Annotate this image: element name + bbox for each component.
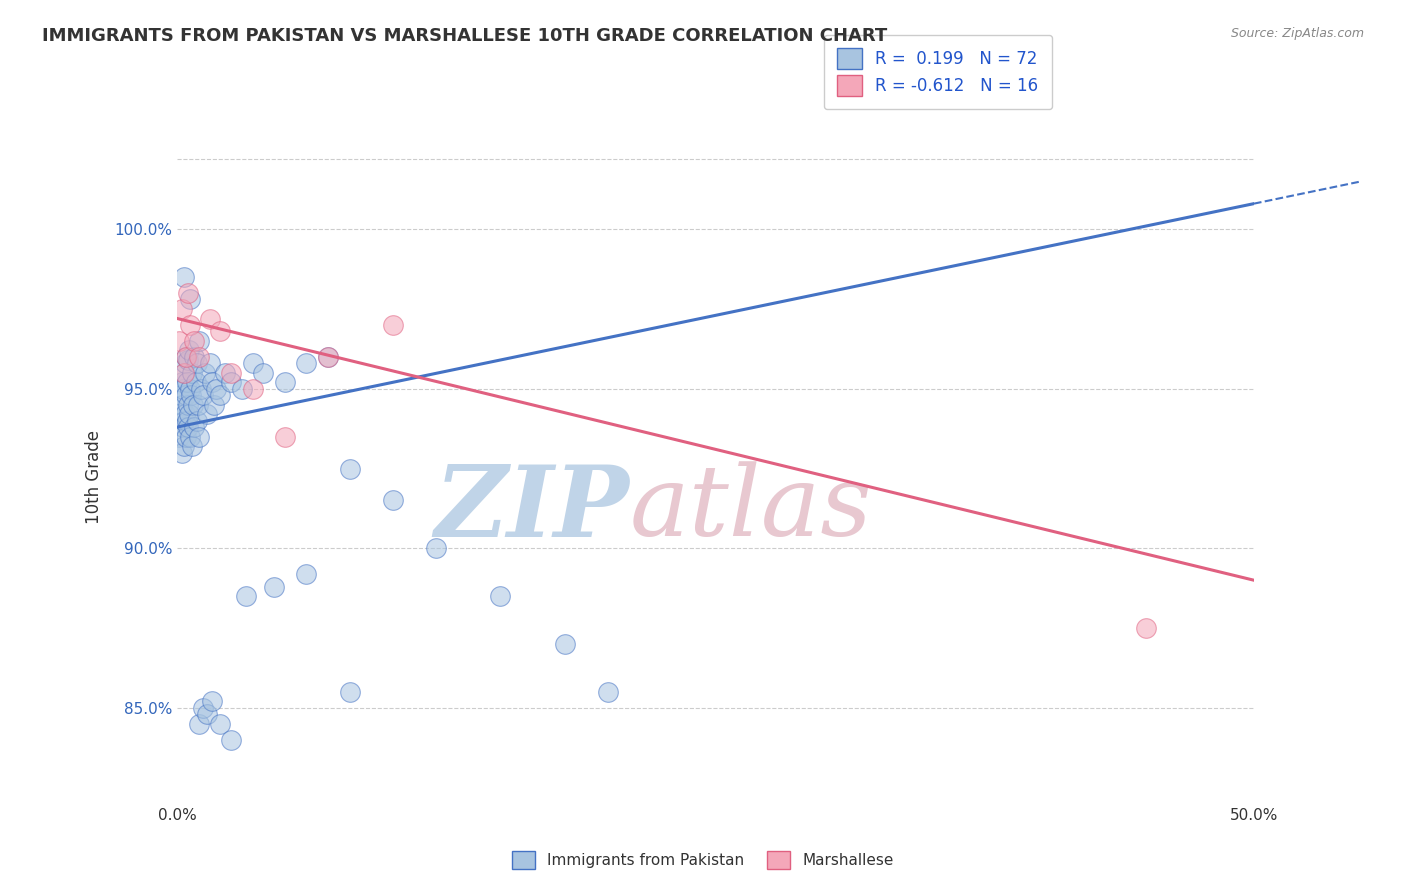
Point (554, 637, 576, 651)
Point (489, 589, 512, 603)
Point (596, 685, 619, 699)
Point (191, 701, 214, 715)
Point (173, 414, 195, 428)
Point (173, 356, 195, 370)
Point (381, 318, 404, 332)
Text: IMMIGRANTS FROM PAKISTAN VS MARSHALLESE 10TH GRADE CORRELATION CHART: IMMIGRANTS FROM PAKISTAN VS MARSHALLESE … (42, 27, 887, 45)
Y-axis label: 10th Grade: 10th Grade (86, 430, 103, 524)
Point (183, 334, 205, 348)
Point (169, 334, 191, 348)
Point (169, 407, 191, 421)
Point (191, 388, 214, 402)
Point (172, 382, 194, 396)
Point (170, 445, 193, 459)
Point (179, 382, 201, 396)
Point (183, 350, 205, 364)
Point (174, 429, 197, 443)
Point (1135, 621, 1157, 635)
Point (170, 376, 193, 390)
Legend: Immigrants from Pakistan, Marshallese: Immigrants from Pakistan, Marshallese (506, 845, 900, 875)
Point (183, 420, 205, 434)
Point (176, 376, 198, 390)
Point (173, 366, 195, 380)
Point (201, 376, 224, 390)
Text: Source: ZipAtlas.com: Source: ZipAtlas.com (1230, 27, 1364, 40)
Point (219, 376, 242, 390)
Point (214, 366, 236, 380)
Point (274, 429, 297, 443)
Point (263, 580, 285, 594)
Point (201, 694, 224, 708)
Point (231, 382, 253, 396)
Point (173, 407, 195, 421)
Point (183, 398, 205, 412)
Point (202, 398, 225, 412)
Point (274, 376, 297, 390)
Point (179, 429, 201, 443)
Point (194, 366, 217, 380)
Point (198, 311, 221, 326)
Point (180, 388, 202, 402)
Point (190, 382, 212, 396)
Point (169, 388, 191, 402)
Point (174, 388, 197, 402)
Point (425, 541, 447, 556)
Point (181, 366, 204, 380)
Point (187, 398, 209, 412)
Point (209, 716, 232, 731)
Point (381, 493, 404, 508)
Point (187, 716, 209, 731)
Point (179, 407, 201, 421)
Point (176, 414, 198, 428)
Point (170, 301, 193, 316)
Point (173, 366, 195, 380)
Point (184, 376, 207, 390)
Point (197, 407, 219, 421)
Point (177, 420, 200, 434)
Point (177, 353, 200, 368)
Point (170, 398, 193, 412)
Point (172, 420, 194, 434)
Point (219, 366, 242, 380)
Point (295, 566, 318, 581)
Text: atlas: atlas (630, 461, 872, 557)
Point (339, 461, 361, 475)
Point (252, 366, 274, 380)
Point (174, 350, 197, 364)
Point (187, 334, 209, 348)
Point (316, 350, 339, 364)
Point (242, 356, 264, 370)
Point (205, 382, 228, 396)
Point (174, 350, 197, 364)
Point (179, 293, 201, 307)
Point (242, 382, 264, 396)
Point (316, 350, 339, 364)
Point (209, 324, 232, 338)
Text: ZIP: ZIP (434, 461, 630, 558)
Point (181, 439, 204, 453)
Legend: R =  0.199   N = 72, R = -0.612   N = 16: R = 0.199 N = 72, R = -0.612 N = 16 (824, 35, 1052, 109)
Point (219, 732, 242, 747)
Point (187, 350, 209, 364)
Point (179, 343, 201, 358)
Point (186, 414, 208, 428)
Point (339, 685, 361, 699)
Point (179, 318, 201, 332)
Point (186, 356, 208, 370)
Point (177, 398, 200, 412)
Point (295, 356, 318, 370)
Point (169, 429, 191, 443)
Point (173, 439, 195, 453)
Point (235, 589, 257, 603)
Point (187, 429, 209, 443)
Point (177, 285, 200, 300)
Point (209, 388, 232, 402)
Point (198, 356, 221, 370)
Point (173, 270, 195, 285)
Point (197, 707, 219, 722)
